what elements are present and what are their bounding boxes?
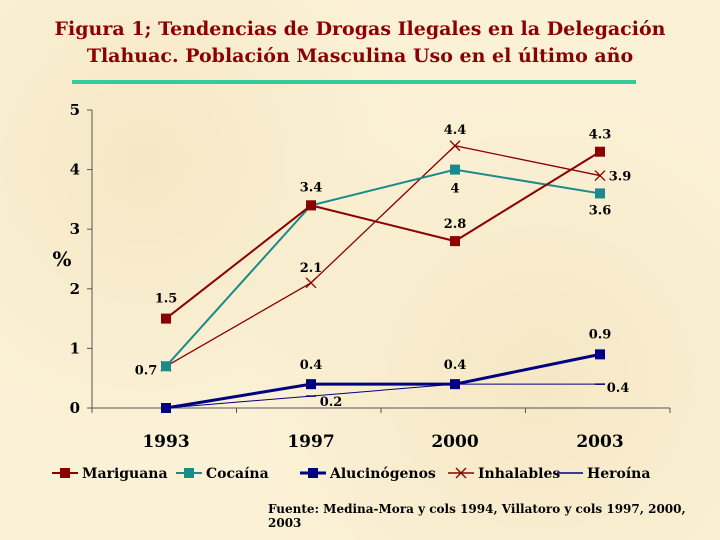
point-inhalables (594, 170, 606, 182)
point-mariguana (595, 146, 605, 157)
data-label-cocaina: 3.6 (589, 203, 612, 218)
chart-axes: 0 1 2 3 4 5% 1993 1997 2000 2003 (52, 101, 671, 452)
point-alucinogenos (161, 403, 171, 413)
legend-label: Inhalables (478, 466, 560, 482)
chart-legend: Mariguana Cocaína Alucinógenos Inhalables He… (52, 466, 650, 482)
chart-title-line-1: Figura 1; Tendencias de Drogas Ilegales … (54, 18, 666, 40)
legend-item-cocaina: Cocaína (176, 466, 269, 482)
series-line-inhalables (165, 145, 601, 367)
point-inhalables (305, 277, 317, 289)
point-cocaina (450, 164, 460, 175)
y-tick-label: 4 (70, 161, 80, 179)
x-tick-label: 2003 (576, 432, 623, 452)
series-line-mariguana (165, 150, 601, 320)
title-divider (72, 80, 636, 84)
series-line-cocaina (165, 168, 601, 367)
point-mariguana (161, 313, 171, 324)
data-label-inhalables: 4.4 (444, 123, 467, 138)
data-label-mariguana: 2.8 (444, 217, 467, 232)
legend-label: Alucinógenos (329, 466, 436, 482)
data-label-alucinogenos: 0.4 (300, 358, 323, 373)
legend-item-alucinogenos: Alucinógenos (300, 466, 436, 482)
data-label-alucinogenos: 0.4 (444, 358, 467, 373)
data-label-cocaina: 4 (450, 182, 459, 197)
data-label-mariguana: 3.4 (300, 180, 323, 195)
point-cocaina (595, 188, 605, 199)
chart-title-line-2: Tlahuac. Población Masculina Uso en el ú… (86, 45, 634, 67)
y-tick-label: 0 (70, 399, 80, 417)
data-label-mariguana: 4.3 (589, 128, 612, 143)
data-label-inhalables: 3.9 (609, 170, 632, 185)
point-mariguana (306, 200, 316, 211)
data-label-mariguana: 1.5 (155, 292, 178, 307)
legend-label: Mariguana (82, 466, 168, 482)
y-tick-label: 1 (70, 339, 80, 357)
legend-item-mariguana: Mariguana (52, 466, 168, 482)
legend-marker (60, 468, 70, 478)
x-tick-label: 2000 (431, 432, 478, 452)
data-label-heroina: 0.2 (320, 395, 343, 410)
y-tick-label: 3 (70, 220, 80, 238)
series-lines (160, 140, 606, 413)
data-label-alucinogenos: 0.9 (589, 327, 612, 342)
point-alucinogenos (450, 379, 460, 390)
legend-item-heroina: Heroína (557, 466, 650, 482)
point-mariguana (450, 236, 460, 247)
x-tick-label: 1993 (142, 432, 189, 452)
data-label-heroina: 0.4 (607, 381, 630, 396)
data-label-cocaina: 0.7 (135, 363, 158, 378)
x-tick-label: 1997 (287, 432, 334, 452)
y-tick-label: 5 (70, 101, 80, 119)
source-note: Fuente: Medina-Mora y cols 1994, Villato… (268, 502, 686, 530)
series-line-alucinogenos (165, 352, 601, 410)
data-label-inhalables: 2.1 (300, 261, 323, 276)
point-alucinogenos (595, 349, 605, 360)
point-alucinogenos (306, 379, 316, 390)
chart-title: Figura 1; Tendencias de Drogas Ilegales … (0, 16, 720, 70)
legend-label: Cocaína (206, 466, 269, 482)
y-axis-label: % (52, 247, 71, 271)
legend-marker (184, 468, 194, 478)
legend-marker (308, 468, 318, 478)
data-labels: 0.2 0.4 2.1 4.4 3.9 0.7 4 3.6 1.5 3.4 2.8 4.3 0.4 0.4… (135, 123, 632, 410)
point-cocaina (161, 361, 171, 372)
legend-item-inhalables: Inhalables (448, 466, 560, 482)
y-tick-label: 2 (70, 280, 80, 298)
legend-label: Heroína (587, 466, 650, 482)
series-line-heroina (165, 383, 600, 409)
point-inhalables (449, 140, 461, 152)
